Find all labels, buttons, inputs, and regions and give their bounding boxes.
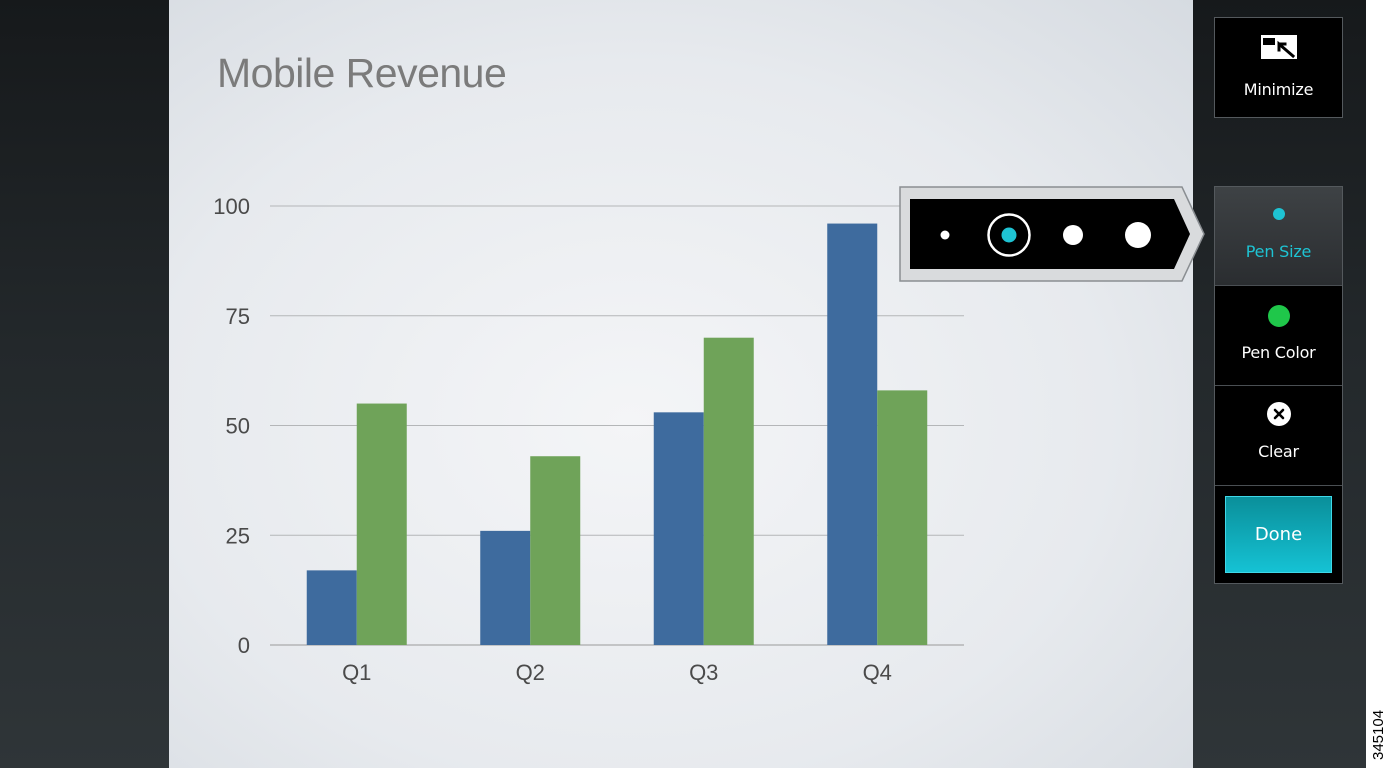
annotation-tool-group: Pen Size Pen Color Clear Done	[1214, 186, 1343, 584]
x-tick-label-q2: Q2	[516, 660, 545, 685]
y-tick-label-25: 25	[226, 523, 250, 548]
pen-color-dot-icon	[1267, 305, 1290, 327]
bar-q2-series-1	[480, 530, 531, 645]
clear-x-icon	[1266, 402, 1291, 426]
y-tick-label-75: 75	[226, 304, 250, 329]
x-tick-label-q1: Q1	[342, 660, 371, 685]
slide-title: Mobile Revenue	[217, 50, 507, 96]
pen-size-option-small-selected[interactable]	[987, 213, 1031, 257]
pen-size-button[interactable]: Pen Size	[1215, 187, 1342, 286]
y-tick-label-50: 50	[226, 414, 250, 439]
pen-size-option-extra-small[interactable]	[934, 224, 956, 246]
done-button[interactable]: Done	[1225, 496, 1332, 573]
pen-size-label: Pen Size	[1245, 242, 1312, 261]
pen-color-button[interactable]: Pen Color	[1215, 286, 1342, 386]
x-tick-label-q3: Q3	[689, 660, 718, 685]
bar-q3-series-1	[653, 412, 704, 645]
pen-size-popover	[899, 186, 1209, 282]
minimize-icon	[1260, 35, 1297, 59]
done-button-container: Done	[1215, 486, 1342, 583]
y-tick-label-100: 100	[213, 194, 250, 219]
pen-size-option-large[interactable]	[1125, 222, 1151, 248]
minimize-label: Minimize	[1243, 80, 1314, 99]
revenue-bar-chart: 0 25 50 75 100 Q1 Q2 Q3 Q4	[213, 194, 964, 685]
figure-id-label: 345104	[1370, 709, 1387, 760]
clear-button[interactable]: Clear	[1215, 386, 1342, 486]
bar-q3-series-2	[703, 337, 754, 645]
y-tick-label-0: 0	[238, 633, 250, 658]
presentation-slide[interactable]: Mobile Revenue 0 25 50 75 100 Q1 Q2 Q3 Q4	[169, 0, 1193, 768]
minimize-button[interactable]: Minimize	[1214, 17, 1343, 118]
bar-q2-series-2	[530, 456, 581, 645]
pen-color-label: Pen Color	[1241, 343, 1316, 362]
x-tick-label-q4: Q4	[863, 660, 892, 685]
clear-label: Clear	[1258, 442, 1299, 461]
bar-q4-series-1	[827, 223, 878, 645]
bar-q1-series-2	[356, 403, 407, 645]
pen-size-dot-icon	[1272, 208, 1285, 220]
bar-q4-series-2	[877, 390, 928, 645]
pen-size-option-medium[interactable]	[1063, 225, 1083, 245]
bar-q1-series-1	[306, 570, 357, 645]
